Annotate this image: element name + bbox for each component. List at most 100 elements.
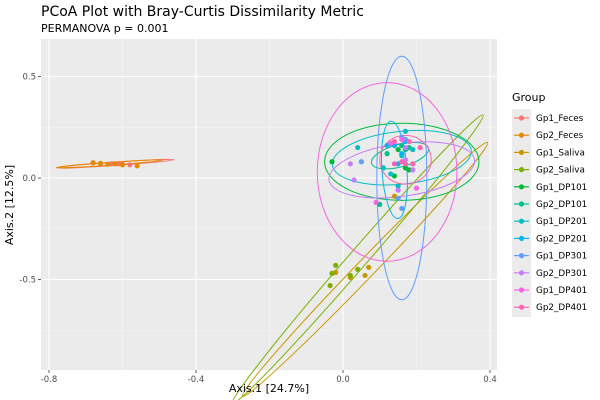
legend-key-point	[518, 235, 525, 241]
point-gp1-saliva	[366, 264, 372, 270]
ellipse-gp2-dp401	[379, 134, 432, 185]
legend-item: Gp2_DP301	[514, 269, 587, 279]
legend-label: Gp1_DP101	[536, 183, 587, 193]
legend-key-point	[518, 304, 525, 310]
point-gp2-dp401	[410, 161, 416, 167]
point-gp1-feces	[127, 162, 133, 168]
point-gp2-dp101	[384, 151, 390, 157]
x-tick-label: 0.4	[483, 375, 497, 385]
y-axis-label: Axis.2 [12.5%]	[3, 165, 16, 245]
point-gp1-dp201	[410, 146, 416, 153]
point-gp2-dp401	[417, 144, 423, 151]
legend-title: Group	[512, 91, 546, 104]
legend-key-point	[518, 270, 525, 276]
point-gp1-saliva	[362, 272, 368, 279]
point-gp2-dp401	[391, 138, 398, 145]
legend: Group Gp1_Feces Gp2_Feces Gp1_Saliva Gp2_Sa…	[512, 91, 587, 317]
legend-label: Gp2_DP401	[536, 303, 587, 313]
x-tick-label: -0.8	[41, 375, 58, 385]
legend-item: Gp2_DP201	[514, 234, 587, 244]
y-tick-label: -0.5	[19, 276, 36, 286]
point-gp2-dp301	[410, 167, 416, 173]
point-gp2-dp401	[402, 161, 409, 167]
x-tick-label: -0.4	[188, 375, 205, 385]
legend-key-point	[518, 167, 525, 173]
point-gp1-dp101	[402, 165, 409, 171]
y-axis-ticks: 0.5 0.0 -0.5	[19, 73, 41, 286]
legend-key-background	[512, 109, 531, 317]
point-gp2-feces	[90, 160, 96, 166]
plot-panel	[41, 39, 497, 370]
point-gp1-dp401	[373, 199, 379, 205]
legend-label: Gp2_Feces	[536, 131, 584, 141]
legend-item: Gp1_DP101	[514, 183, 587, 193]
x-axis-label: Axis.1 [24.7%]	[229, 382, 309, 395]
legend-label: Gp2_DP301	[536, 269, 587, 279]
point-gp1-dp101	[329, 159, 335, 165]
legend-label: Gp1_Saliva	[536, 148, 585, 158]
point-gp2-dp301	[347, 161, 353, 167]
legend-key-point	[518, 201, 525, 207]
point-gp2-dp301	[351, 177, 357, 183]
legend-label: Gp2_Saliva	[536, 166, 585, 176]
point-gp2-saliva	[347, 272, 353, 279]
point-gp2-dp301	[402, 144, 409, 151]
point-gp2-saliva	[327, 282, 333, 289]
point-gp1-dp301	[358, 159, 364, 165]
chart-title: PCoA Plot with Bray-Curtis Dissimilarity…	[41, 4, 364, 20]
point-gp2-saliva	[333, 262, 339, 268]
point-gp1-dp201	[388, 171, 394, 177]
ellipse-gp1-dp401	[316, 82, 458, 262]
legend-label: Gp2_DP101	[536, 200, 587, 210]
legend-key-point	[518, 218, 525, 224]
point-gp1-dp401	[413, 185, 420, 191]
point-gp1-dp301	[395, 195, 401, 201]
legend-item: Gp1_DP301	[514, 252, 587, 262]
legend-item: Gp1_Feces	[514, 114, 584, 124]
legend-item: Gp1_DP401	[514, 286, 587, 296]
legend-key-point	[518, 115, 525, 121]
point-gp1-dp401	[399, 136, 405, 143]
x-axis-ticks: -0.8 -0.4 0.0 0.4	[41, 370, 497, 385]
major-grid	[41, 39, 497, 370]
legend-key-point	[518, 149, 525, 155]
point-gp2-saliva	[355, 266, 361, 272]
legend-key-point	[518, 132, 525, 138]
legend-label: Gp2_DP201	[536, 234, 587, 244]
point-gp1-dp201	[402, 128, 409, 134]
y-tick-label: 0.5	[22, 73, 36, 83]
data-points	[90, 128, 423, 289]
legend-label: Gp1_DP401	[536, 286, 587, 296]
legend-item: Gp2_Feces	[514, 131, 584, 141]
point-gp1-dp201	[355, 144, 361, 151]
ellipse-gp1-dp101	[324, 122, 480, 201]
point-gp2-feces	[119, 162, 126, 168]
point-gp1-dp201	[380, 165, 387, 171]
ellipse-gp2-saliva	[231, 114, 484, 400]
point-gp2-feces	[105, 161, 111, 167]
legend-item: Gp2_Saliva	[514, 166, 585, 176]
legend-key-point	[518, 287, 525, 293]
x-tick-label: 0.0	[336, 375, 350, 385]
ellipse-gp2-dp301	[328, 141, 476, 199]
point-gp2-dp301	[395, 187, 401, 193]
point-gp2-dp201	[399, 151, 405, 157]
point-gp2-dp401	[391, 161, 398, 167]
point-gp1-dp301	[399, 205, 405, 212]
y-tick-label: 0.0	[22, 174, 36, 184]
point-gp2-feces	[97, 160, 104, 166]
legend-key-point	[518, 253, 525, 259]
legend-item: Gp2_DP401	[514, 303, 587, 313]
point-gp2-feces	[112, 161, 118, 167]
legend-label: Gp1_Feces	[536, 114, 584, 124]
legend-label: Gp1_DP301	[536, 252, 587, 262]
ellipse-gp1-dp301	[376, 55, 428, 301]
legend-item: Gp1_Saliva	[514, 148, 585, 158]
legend-item: Gp1_DP201	[514, 217, 587, 227]
chart-subtitle: PERMANOVA p = 0.001	[41, 22, 168, 35]
legend-key-point	[518, 184, 525, 190]
legend-label: Gp1_DP201	[536, 217, 587, 227]
point-gp2-feces	[134, 163, 140, 169]
legend-item: Gp2_DP101	[514, 200, 587, 210]
